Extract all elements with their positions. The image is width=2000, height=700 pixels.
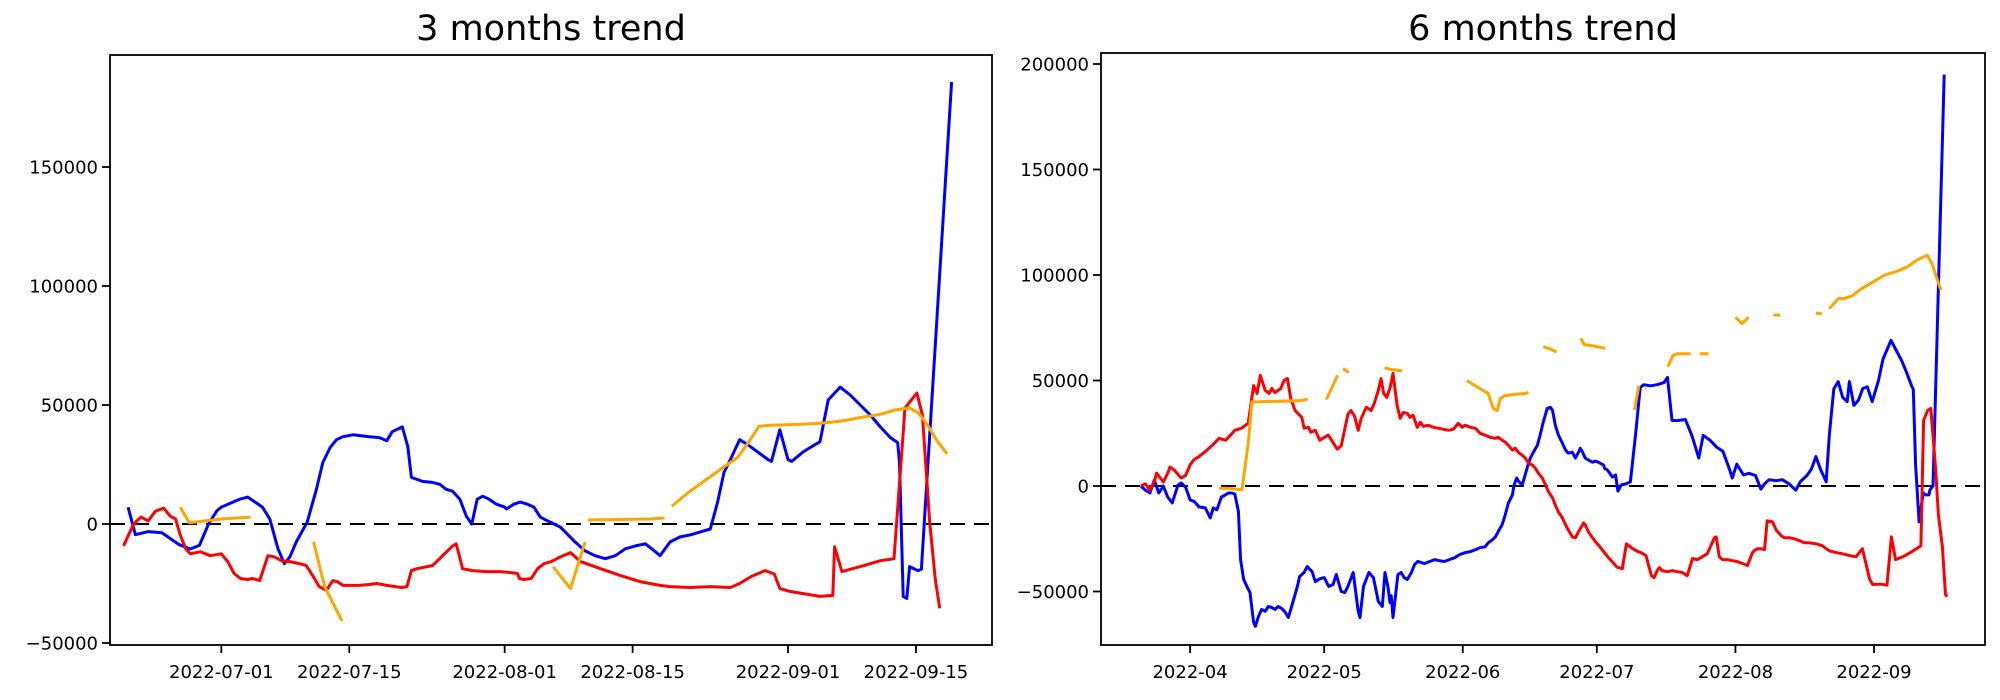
y-tick-label: 100000 bbox=[29, 277, 98, 298]
chart-title: 6 months trend bbox=[1408, 9, 1678, 49]
series-orange-line bbox=[1734, 316, 1750, 325]
series-orange-line bbox=[178, 506, 251, 525]
series-orange-line bbox=[1632, 385, 1641, 411]
plot-frame bbox=[109, 54, 993, 646]
plot-frame bbox=[1100, 52, 1986, 646]
y-tick-label: 200000 bbox=[1020, 55, 1089, 76]
x-tick-label: 2022-04 bbox=[1152, 662, 1227, 683]
series-orange-line bbox=[1666, 352, 1691, 368]
x-tick-label: 2022-08 bbox=[1698, 662, 1773, 683]
y-tick-label: 0 bbox=[1078, 477, 1089, 498]
y-tick-label: −50000 bbox=[1017, 582, 1089, 603]
y-tick-label: 150000 bbox=[1020, 160, 1089, 181]
series-blue-line bbox=[126, 81, 954, 600]
series-orange-line bbox=[312, 541, 344, 622]
series-blue-line bbox=[1139, 74, 1946, 628]
series-orange-line bbox=[1828, 253, 1943, 310]
y-tick-label: 150000 bbox=[29, 158, 98, 179]
x-tick-label: 2022-09-01 bbox=[736, 662, 841, 683]
x-tick-label: 2022-08-01 bbox=[452, 662, 557, 683]
x-tick-label: 2022-05 bbox=[1287, 662, 1362, 683]
chart-3-months-trend: 3 months trend 2022-07-01 2022-07-15 2022-0… bbox=[26, 9, 993, 683]
y-tick-label: 100000 bbox=[1020, 266, 1089, 287]
series-orange-line bbox=[551, 541, 587, 590]
x-tick-label: 2022-08-15 bbox=[580, 662, 685, 683]
series-orange-line bbox=[1815, 311, 1822, 316]
series-orange-line bbox=[1542, 345, 1558, 354]
y-tick-label: −50000 bbox=[26, 634, 98, 655]
x-tick-label: 2022-09-15 bbox=[864, 662, 969, 683]
series-red-line bbox=[1140, 372, 1949, 598]
chart-6-months-trend: 6 months trend 2022-04 2022-05 2022-06 2022-… bbox=[1017, 9, 1986, 683]
series-red-line bbox=[122, 391, 942, 609]
series-orange-line bbox=[1579, 337, 1606, 350]
y-tick-label: 0 bbox=[87, 515, 98, 536]
series-orange-line bbox=[587, 516, 665, 522]
series-orange-line bbox=[1342, 367, 1350, 374]
x-tick-label: 2022-07-01 bbox=[169, 662, 274, 683]
x-tick-label: 2022-07 bbox=[1559, 662, 1634, 683]
chart-title: 3 months trend bbox=[416, 9, 686, 49]
series-orange-line bbox=[1384, 366, 1403, 373]
series-orange-line bbox=[670, 406, 949, 508]
series-orange-line bbox=[1325, 374, 1339, 401]
series-orange-line bbox=[1466, 379, 1529, 412]
series-orange-line bbox=[1219, 397, 1309, 492]
y-tick-label: 50000 bbox=[1032, 371, 1089, 392]
x-tick-label: 2022-06 bbox=[1425, 662, 1500, 683]
x-tick-label: 2022-07-15 bbox=[297, 662, 402, 683]
y-tick-label: 50000 bbox=[41, 396, 98, 417]
x-tick-label: 2022-09 bbox=[1836, 662, 1911, 683]
